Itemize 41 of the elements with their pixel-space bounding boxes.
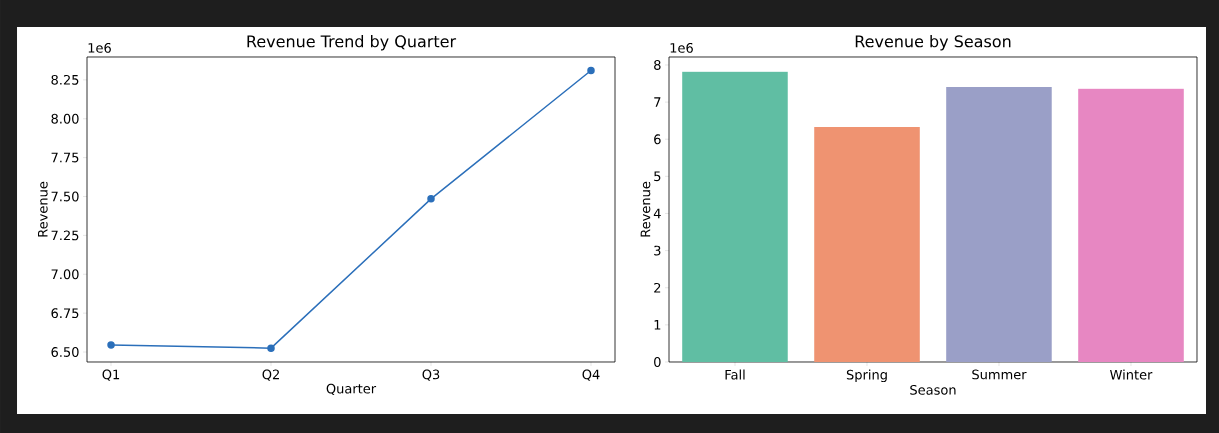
x-tick-label: Winter [1110,369,1153,380]
x-tick-label: Q2 [262,369,279,381]
x-tick-label: Q3 [422,369,440,381]
y-tick-label: 8.00 [51,113,79,124]
y-tick-label: 6.50 [51,347,79,357]
x-axis-title: Quarter [326,383,377,396]
y-tick-label: 4 [653,208,661,219]
y-tick-label: 7 [654,97,661,107]
chart-title: Revenue Trend by Quarter [247,34,457,51]
x-tick-label: Summer [972,369,1027,380]
y-tick-label: 6.75 [51,308,79,319]
y-tick-label: 3 [654,245,661,256]
y-tick-label: 7.00 [51,269,79,280]
y-tick-label: 7.50 [51,191,79,202]
y-tick-label: 7.25 [51,230,79,241]
bar [946,86,1052,362]
y-tick-label: 7.75 [51,152,79,163]
x-tick-label: Q4 [582,369,600,381]
point [427,195,435,203]
text: 1e6 [670,42,693,53]
y-tick-label: 8 [654,60,661,70]
y-tick-label: 1 [654,320,661,330]
x-tick-label: Spring [846,369,887,383]
bar [814,126,920,362]
point [107,341,115,349]
bar [682,71,788,362]
y-tick-label: 5 [654,171,661,182]
x-tick-label: Q1 [102,369,120,381]
x-tick-label: Fall [725,369,745,380]
text: 1e6 [88,42,111,53]
y-tick-label: 2 [654,282,661,293]
y-tick-label: 6 [654,134,661,145]
y-tick-label: 8.25 [51,74,79,85]
bar [1078,88,1184,362]
y-axis-title: Revenue [38,181,48,237]
x-axis-title: Season [910,384,956,395]
point [267,344,275,352]
y-tick-label: 0 [654,357,661,367]
y-axis-title: Revenue [640,181,651,237]
point [587,66,595,75]
chart-title: Revenue by Season [855,34,1011,51]
